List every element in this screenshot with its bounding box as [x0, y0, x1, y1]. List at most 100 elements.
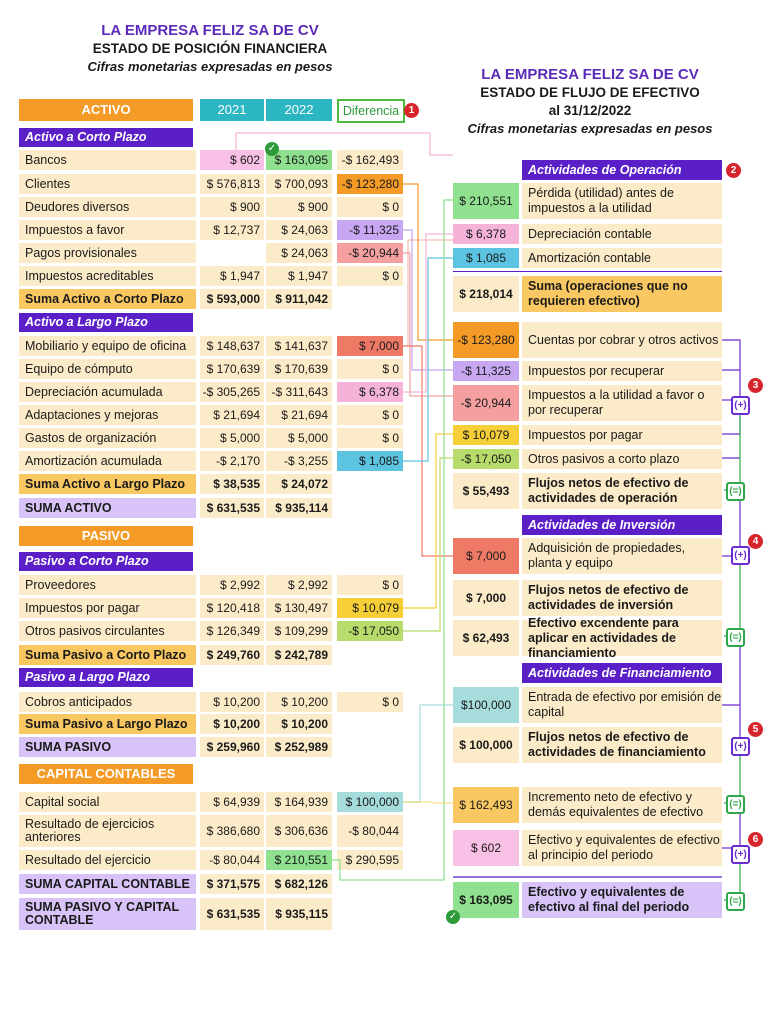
cf-section-financiamiento: Actividades de Financiamiento [522, 663, 722, 683]
row-suma-pcp-2022: $ 242,789 [266, 645, 332, 665]
cashflow-header: LA EMPRESA FELIZ SA DE CV ESTADO DE FLUJ… [440, 66, 740, 138]
plus-icon: (+) [731, 845, 750, 864]
row-mobiliario-2022: $ 141,637 [266, 336, 332, 356]
row-equipo-computo-2022: $ 170,639 [266, 359, 332, 379]
row-suma-pasivo-capital-2022: $ 935,115 [266, 898, 332, 930]
cf-desc-incremento: Incremento neto de efectivo y demás equi… [522, 787, 722, 823]
row-proveedores-2022: $ 2,992 [266, 575, 332, 595]
row-depreciacion-2022: -$ 311,643 [266, 382, 332, 402]
plus-icon: (+) [731, 396, 750, 415]
row-imp-acred-diff: $ 0 [337, 266, 403, 286]
diff-header: Diferencia [337, 99, 405, 123]
row-resultado-ant-2021: $ 386,680 [200, 815, 264, 847]
cf-value-principio: $ 602 [453, 830, 519, 866]
pasivo-header: PASIVO [19, 526, 193, 546]
year-2021-header: 2021 [200, 99, 264, 121]
row-impuestos-favor-2021: $ 12,737 [200, 220, 264, 240]
cf-statement-title: ESTADO DE FLUJO DE EFECTIVO [480, 85, 700, 100]
badge-3: 3 [748, 378, 763, 393]
row-adaptaciones-2021: $ 21,694 [200, 405, 264, 425]
equals-icon: (=) [726, 482, 745, 501]
row-suma-acp-2021: $ 593,000 [200, 289, 264, 309]
row-deudores-diff: $ 0 [337, 197, 403, 217]
activo-header: ACTIVO [19, 99, 193, 121]
cf-desc-adquisicion: Adquisición de propiedades, planta y equ… [522, 538, 722, 574]
row-capital-social-2021: $ 64,939 [200, 792, 264, 812]
cf-value-excedente: $ 62,493 [453, 620, 519, 656]
cf-desc-imp-recuperar: Impuestos por recuperar [522, 361, 722, 381]
row-suma-activo-2021: $ 631,535 [200, 498, 264, 518]
row-label-suma-pasivo-capital: SUMA PASIVO Y CAPITAL CONTABLE [19, 898, 196, 930]
row-label-gastos-org: Gastos de organización [19, 428, 196, 448]
row-label-imp-pagar: Impuestos por pagar [19, 598, 196, 618]
cf-desc-flujos-op: Flujos netos de efectivo de actividades … [522, 473, 722, 509]
cf-value-flujos-inv: $ 7,000 [453, 580, 519, 616]
row-resultado-ant-diff: -$ 80,044 [337, 815, 403, 847]
row-label-proveedores: Proveedores [19, 575, 196, 595]
cf-value-perdida: $ 210,551 [453, 183, 519, 219]
capital-header: CAPITAL CONTABLES [19, 764, 193, 784]
cf-desc-excedente: Efectivo excendente para aplicar en acti… [522, 616, 722, 660]
row-label-depreciacion: Depreciación acumulada [19, 382, 196, 402]
cf-value-emision: $100,000 [453, 687, 519, 723]
row-label-impuestos-favor: Impuestos a favor [19, 220, 196, 240]
cf-desc-flujos-fin: Flujos netos de efectivo de actividades … [522, 727, 722, 763]
row-label-suma-activo: SUMA ACTIVO [19, 498, 196, 518]
row-label-suma-capital: SUMA CAPITAL CONTABLE [19, 874, 196, 894]
cf-currency-note: Cifras monetarias expresadas en pesos [467, 121, 713, 136]
row-label-suma-pasivo: SUMA PASIVO [19, 737, 196, 757]
row-label-deudores: Deudores diversos [19, 197, 196, 217]
section-activo-largo: Activo a Largo Plazo [19, 313, 193, 332]
cf-divider-1 [453, 271, 722, 272]
row-gastos-org-2022: $ 5,000 [266, 428, 332, 448]
equals-icon: (=) [726, 628, 745, 647]
row-deudores-2022: $ 900 [266, 197, 332, 217]
badge-5: 5 [748, 722, 763, 737]
row-amortizacion-2022: -$ 3,255 [266, 451, 332, 471]
row-suma-plp-2022: $ 10,200 [266, 714, 332, 734]
row-proveedores-2021: $ 2,992 [200, 575, 264, 595]
cf-desc-depreciacion: Depreciación contable [522, 224, 722, 244]
cf-desc-principio: Efectivo y equivalentes de efectivo al p… [522, 830, 722, 866]
cf-desc-imp-utilidad: Impuestos a la utilidad a favor o por re… [522, 385, 722, 421]
row-suma-pcp-2021: $ 249,760 [200, 645, 264, 665]
row-label-cobros-ant: Cobros anticipados [19, 692, 196, 712]
row-cobros-ant-2021: $ 10,200 [200, 692, 264, 712]
row-amortizacion-2021: -$ 2,170 [200, 451, 264, 471]
check-icon: ✓ [446, 910, 460, 924]
row-equipo-computo-2021: $ 170,639 [200, 359, 264, 379]
cf-desc-amortizacion: Amortización contable [522, 248, 722, 268]
row-adaptaciones-diff: $ 0 [337, 405, 403, 425]
badge-2: 2 [726, 163, 741, 178]
row-depreciacion-diff: $ 6,378 [337, 382, 403, 402]
row-suma-activo-2022: $ 935,114 [266, 498, 332, 518]
row-deudores-2021: $ 900 [200, 197, 264, 217]
row-label-resultado-ej: Resultado del ejercicio [19, 850, 196, 870]
cf-desc-imp-pagar: Impuestos por pagar [522, 425, 722, 445]
row-label-clientes: Clientes [19, 174, 196, 194]
row-label-resultado-ant: Resultado de ejercicios anteriores [19, 815, 196, 847]
badge-4: 4 [748, 534, 763, 549]
cf-desc-cuentas-cobrar: Cuentas por cobrar y otros activos [522, 322, 722, 358]
cf-desc-otros-pasivos: Otros pasivos a corto plazo [522, 449, 722, 469]
row-imp-pagar-2021: $ 120,418 [200, 598, 264, 618]
row-imp-acred-2022: $ 1,947 [266, 266, 332, 286]
row-suma-acp-2022: $ 911,042 [266, 289, 332, 309]
row-clientes-2022: $ 700,093 [266, 174, 332, 194]
row-suma-alp-2021: $ 38,535 [200, 474, 264, 494]
row-clientes-2021: $ 576,813 [200, 174, 264, 194]
cf-section-operacion: Actividades de Operación [522, 160, 722, 180]
cf-desc-suma-op: Suma (operaciones que no requieren efect… [522, 276, 722, 312]
row-mobiliario-2021: $ 148,637 [200, 336, 264, 356]
row-pagos-prov-diff: -$ 20,944 [337, 243, 403, 263]
row-label-amortizacion: Amortización acumulada [19, 451, 196, 471]
cf-value-suma-op: $ 218,014 [453, 276, 519, 312]
row-label-mobiliario: Mobiliario y equipo de oficina [19, 336, 196, 356]
row-resultado-ej-2022: $ 210,551 [266, 850, 332, 870]
row-label-imp-acred: Impuestos acreditables [19, 266, 196, 286]
company-name: LA EMPRESA FELIZ SA DE CV [101, 22, 319, 39]
row-imp-pagar-2022: $ 130,497 [266, 598, 332, 618]
row-label-adaptaciones: Adaptaciones y mejoras [19, 405, 196, 425]
row-label-bancos: Bancos [19, 150, 196, 170]
cf-desc-flujos-inv: Flujos netos de efectivo de actividades … [522, 580, 722, 616]
